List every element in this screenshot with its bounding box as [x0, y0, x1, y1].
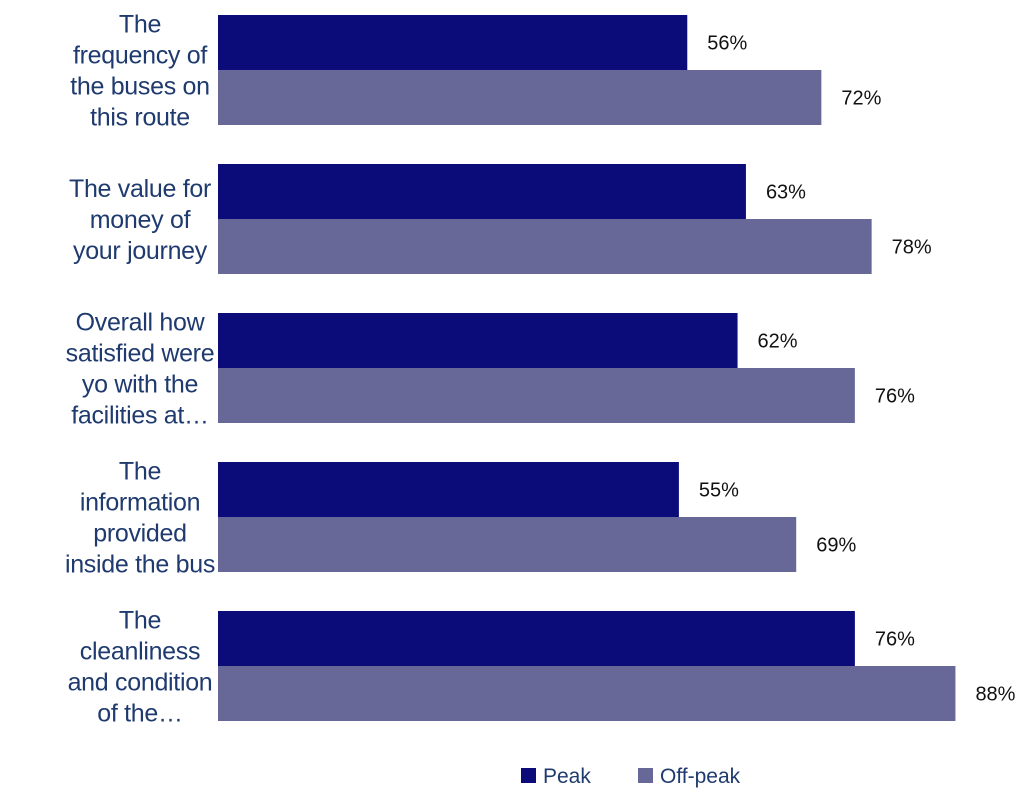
bar-off-peak	[218, 368, 855, 423]
data-label: 56%	[707, 33, 747, 55]
category-label-line: The value for	[69, 175, 211, 203]
category-label-line: The	[119, 607, 161, 635]
legend-swatch	[521, 768, 536, 783]
category-label: The value for money of your journey	[69, 175, 211, 265]
category-label: Overall how satisfied were yo with the faci…	[66, 309, 215, 430]
category-label-line: the buses on	[70, 73, 210, 101]
data-label: 78%	[892, 237, 932, 259]
data-label: 55%	[699, 480, 739, 502]
category-labels: The frequency of the buses on this routeThe…	[65, 11, 215, 728]
legend-label: Peak	[543, 765, 591, 788]
category-label-line: inside the bus	[65, 551, 215, 579]
category-label-line: frequency of	[73, 42, 207, 70]
legend: Peak Off-peak	[521, 765, 741, 788]
category-label: The cleanliness and condition of the…	[68, 607, 213, 728]
category-label-line: The	[119, 11, 161, 39]
data-label: 72%	[841, 88, 881, 110]
bar-off-peak	[218, 70, 822, 125]
category-label: The frequency of the buses on this route	[70, 11, 210, 132]
bar-peak	[218, 462, 679, 517]
category-label-line: of the…	[97, 700, 182, 728]
legend-label: Off-peak	[660, 765, 741, 788]
value-labels: 56% 72% 63% 78% 62% 76% 55% 69% 76% 88%	[699, 33, 1016, 706]
category-label-line: facilities at…	[71, 402, 209, 430]
legend-swatch	[638, 768, 653, 783]
bar-off-peak	[218, 517, 797, 572]
bar-peak	[218, 15, 688, 70]
data-label: 63%	[766, 182, 806, 204]
category-label-line: The	[119, 458, 161, 486]
category-label: The information provided inside the bus	[65, 458, 215, 579]
category-label-line: information	[80, 489, 200, 517]
category-label-line: cleanliness	[80, 638, 200, 666]
data-label: 76%	[875, 629, 915, 651]
data-label: 62%	[758, 331, 798, 353]
category-label-line: provided	[93, 520, 187, 548]
data-label: 88%	[975, 684, 1015, 706]
category-label-line: and condition	[68, 669, 213, 697]
data-label: 76%	[875, 386, 915, 408]
bar-off-peak	[218, 666, 956, 721]
category-label-line: this route	[90, 104, 190, 132]
bar-peak	[218, 164, 746, 219]
category-label-line: money of	[90, 206, 191, 234]
category-label-line: satisfied were	[66, 340, 215, 368]
bar-peak	[218, 313, 738, 368]
category-label-line: your journey	[73, 237, 208, 265]
bar-peak	[218, 611, 855, 666]
data-label: 69%	[816, 535, 856, 557]
bar-off-peak	[218, 219, 872, 274]
category-label-line: Overall how	[76, 309, 206, 337]
category-label-line: yo with the	[82, 371, 198, 399]
bars	[218, 15, 956, 721]
